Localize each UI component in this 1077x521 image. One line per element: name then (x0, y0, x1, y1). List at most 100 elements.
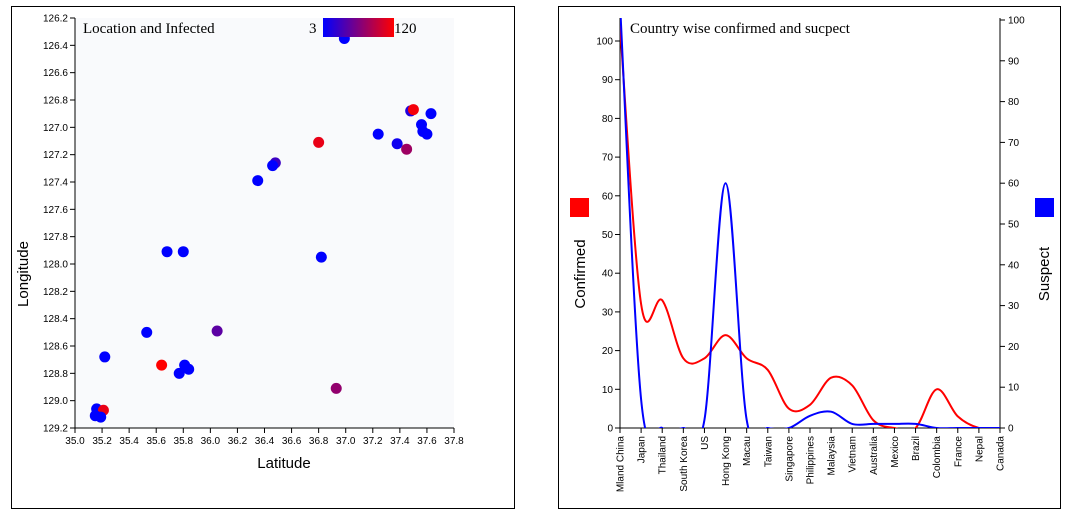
scatter-panel: 35.0 35.2 35.4 35.6 35.8 36.0 36.2 36.4 36.6 36.8… (11, 6, 515, 509)
right-tick-label: 30 (1008, 301, 1020, 312)
left-tick-label: 80 (602, 114, 614, 125)
x-tick-label: France (953, 436, 964, 468)
color-legend-min-label: 3 (309, 21, 317, 37)
line-chart: 0 10 20 30 40 50 60 70 80 90 100 0 10 20 30 40 50 60 70 80… (570, 16, 1054, 493)
x-tick-label: Canada (996, 436, 1007, 471)
scatter-point (95, 411, 107, 423)
scatter-point (267, 160, 279, 172)
series-line-suspect (620, 18, 1000, 428)
x-tick-label: 36.8 (309, 436, 329, 447)
y-tick-label: 128.2 (43, 287, 68, 298)
y-tick-label: 127.4 (43, 178, 68, 189)
right-tick-label: 90 (1008, 56, 1020, 67)
x-tick-label: 37.8 (444, 436, 464, 447)
suspect-legend-swatch (1035, 198, 1054, 217)
color-legend-gradient (323, 18, 394, 37)
color-legend-max-label: 120 (394, 21, 417, 37)
right-tick-label: 70 (1008, 138, 1020, 149)
series-line-confirmed (620, 25, 1000, 428)
x-tick-label: 35.2 (92, 436, 112, 447)
scatter-point (313, 136, 325, 148)
y-tick-label: 127.0 (43, 123, 68, 134)
left-tick-label: 60 (602, 191, 614, 202)
y-axis: 126.2 126.4 126.6 126.8 127.0 127.2 127.4 127.6… (43, 14, 76, 435)
series-lines (620, 18, 1000, 428)
scatter-point (177, 246, 189, 258)
y-tick-label: 129.0 (43, 396, 68, 407)
right-tick-label: 80 (1008, 97, 1020, 108)
scatter-point (183, 363, 195, 375)
scatter-point (401, 143, 413, 155)
scatter-point (211, 325, 223, 337)
y-tick-label: 128.0 (43, 260, 68, 271)
left-tick-label: 100 (596, 37, 613, 48)
scatter-point (99, 351, 111, 363)
left-tick-label: 70 (602, 153, 614, 164)
confirmed-legend-swatch (570, 198, 589, 217)
x-tick-label: Thailand (658, 436, 669, 474)
x-tick-label: Malaysia (827, 436, 838, 476)
y-tick-label: 126.8 (43, 96, 68, 107)
x-tick-label: 37.6 (417, 436, 437, 447)
scatter-point (141, 326, 153, 338)
left-tick-label: 10 (602, 385, 614, 396)
chart-title: Location and Infected (83, 21, 215, 37)
x-tick-label: Nepal (974, 436, 985, 462)
scatter-point (161, 246, 173, 258)
x-tick-label: 37.4 (390, 436, 410, 447)
x-tick-label: Macau (742, 436, 753, 466)
x-tick-label: Singapore (784, 436, 795, 482)
y-tick-label: 127.6 (43, 205, 68, 216)
right-tick-label: 40 (1008, 260, 1020, 271)
x-tick-label: 37.0 (336, 436, 356, 447)
scatter-point (330, 382, 342, 394)
x-tick-label: 35.8 (174, 436, 194, 447)
scatter-point (421, 128, 433, 140)
scatter-point (315, 251, 327, 263)
right-tick-label: 10 (1008, 383, 1020, 394)
right-tick-label: 100 (1008, 16, 1025, 27)
x-tick-label: 37.2 (363, 436, 383, 447)
scatter-point (173, 367, 185, 379)
x-tick-label: 35.6 (146, 436, 166, 447)
right-y-axis: 0 10 20 30 40 50 60 70 80 90 100 (999, 16, 1025, 435)
right-y-axis-title: Suspect (1036, 246, 1053, 301)
x-tick-label: Mland China (616, 436, 627, 493)
line-panel: 0 10 20 30 40 50 60 70 80 90 100 0 10 20 30 40 50 60 70 80… (558, 6, 1061, 509)
x-tick-label: Mexico (890, 436, 901, 468)
right-tick-label: 50 (1008, 220, 1020, 231)
plot-background (75, 18, 454, 428)
scatter-point (425, 108, 437, 120)
left-y-axis: 0 10 20 30 40 50 60 70 80 90 100 (596, 18, 621, 435)
y-tick-label: 128.6 (43, 342, 68, 353)
x-tick-label: Taiwan (763, 436, 774, 467)
x-tick-label: 36.4 (255, 436, 275, 447)
x-tick-label: 35.4 (119, 436, 139, 447)
y-tick-label: 126.6 (43, 68, 68, 79)
left-tick-label: 50 (602, 230, 614, 241)
scatter-point (252, 175, 264, 187)
x-tick-label: Philippines (806, 436, 817, 484)
right-tick-label: 60 (1008, 179, 1020, 190)
x-axis: Mland China Japan Thailand South Korea US Hon… (616, 427, 1007, 493)
x-axis-title: Latitude (257, 455, 310, 472)
x-tick-label: 36.2 (228, 436, 248, 447)
x-tick-label: 36.0 (201, 436, 221, 447)
right-tick-label: 20 (1008, 342, 1020, 353)
scatter-point (372, 128, 384, 140)
left-tick-label: 30 (602, 307, 614, 318)
scatter-point (391, 138, 403, 150)
x-tick-label: Vietnam (848, 436, 859, 473)
scatter-point (407, 104, 419, 116)
left-tick-label: 90 (602, 75, 614, 86)
left-y-axis-title: Confirmed (572, 239, 589, 308)
y-tick-label: 127.2 (43, 150, 68, 161)
left-tick-label: 40 (602, 269, 614, 280)
y-axis-title: Longitude (15, 241, 32, 307)
x-tick-label: South Korea (679, 436, 690, 492)
y-tick-label: 126.2 (43, 14, 68, 25)
chart-title: Country wise confirmed and sucpect (630, 21, 851, 37)
scatter-point (156, 359, 168, 371)
x-tick-label: US (700, 436, 711, 450)
x-tick-label: 36.6 (282, 436, 302, 447)
